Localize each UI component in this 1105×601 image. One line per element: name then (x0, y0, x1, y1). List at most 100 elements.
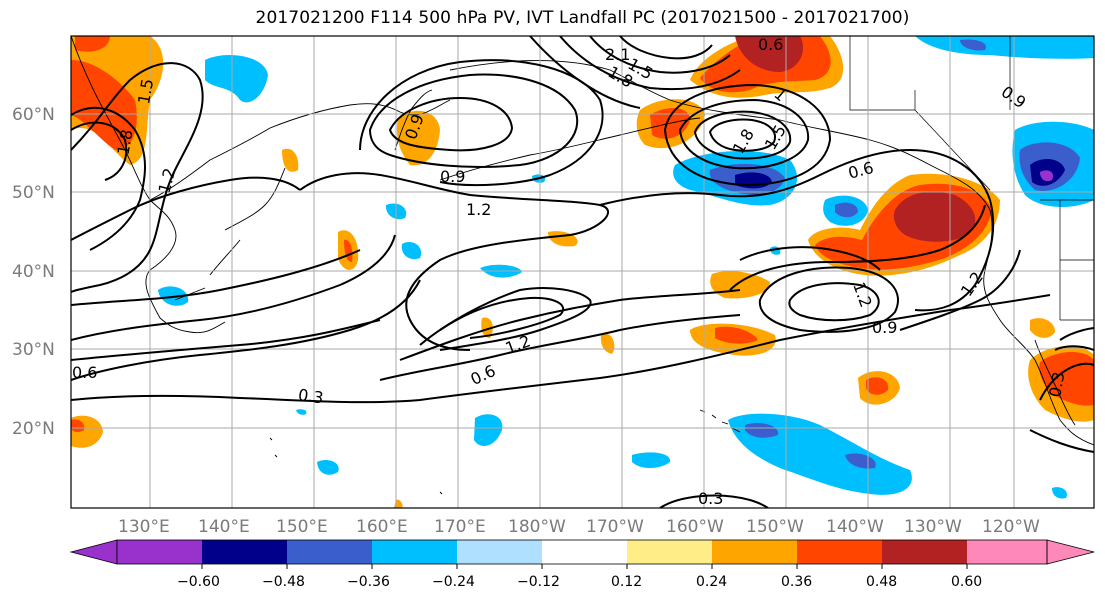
colorbar-tick-label: −0.24 (432, 574, 475, 590)
contour-label: 0.9 (440, 167, 465, 186)
contour-label: 0.3 (698, 489, 723, 508)
contour-label: 0.6 (758, 35, 783, 54)
negative-anomaly-fill (915, 36, 1094, 59)
positive-anomaly-fill (481, 317, 493, 338)
negative-anomaly-fill (296, 409, 307, 415)
lon-label: 170°W (586, 517, 644, 537)
ivt-contour (599, 148, 995, 312)
lon-label: 180°W (508, 517, 566, 537)
colorbar-segment (542, 540, 627, 564)
positive-anomaly-fill (75, 36, 110, 52)
ivt-contour (1039, 362, 1094, 401)
hawaii-coastline (699, 409, 741, 433)
graticule (71, 36, 1094, 508)
alaska-coastline (449, 60, 991, 211)
lat-label: 50°N (12, 183, 55, 203)
contour-label: 0.6 (72, 363, 97, 382)
ivt-contour (71, 106, 146, 251)
positive-anomaly-fill (866, 377, 889, 395)
lon-label: 140°E (198, 517, 250, 537)
map-title: 2017021200 F114 500 hPa PV, IVT Landfall… (255, 8, 910, 28)
lon-label: 130°W (904, 517, 962, 537)
ivt-contour (758, 266, 899, 333)
colorbar-tick-label: 0.36 (781, 574, 812, 590)
ivt-contour (299, 172, 609, 351)
colorbar-segment (117, 540, 202, 564)
lat-label: 20°N (12, 419, 55, 439)
baja-coastline (1034, 339, 1076, 426)
contour-label: 1.2 (466, 200, 491, 219)
negative-anomaly-fill (960, 39, 986, 51)
positive-anomaly-fill (396, 110, 440, 166)
positive-anomaly-fill (282, 148, 299, 172)
positive-anomaly-fill (715, 326, 758, 344)
negative-anomaly-fill (317, 460, 339, 475)
ivt-contour (589, 36, 731, 74)
lat-label: 30°N (12, 340, 55, 360)
lat-label: 60°N (12, 105, 55, 125)
ivt-contour (529, 36, 641, 109)
positive-anomaly-fill (71, 60, 137, 150)
na-west-coastline (983, 209, 1094, 446)
ivt-contour (663, 83, 832, 187)
ivt-contour (899, 249, 1021, 331)
positive-anomaly-fill (1039, 351, 1094, 406)
lon-label: 130°E (118, 517, 170, 537)
ivt-contour (388, 96, 514, 152)
lon-label: 150°W (746, 517, 804, 537)
colorbar-tick-label: −0.36 (347, 574, 390, 590)
coastlines (71, 36, 1094, 495)
colorbar-min-extend (69, 539, 118, 565)
colorbar-segment (287, 540, 372, 564)
ivt-contour (788, 282, 880, 322)
colorbar: −0.60 −0.48 −0.36 −0.24 −0.12 0.12 0.24 … (69, 539, 1095, 590)
ivt-contour (71, 319, 381, 361)
contour-label: 1.5 (134, 77, 157, 105)
ivt-contour (678, 98, 810, 170)
positive-anomaly-fill (71, 419, 85, 433)
longitude-labels: 130°E 140°E 150°E 160°E 170°E 180°W 170°… (118, 517, 1040, 537)
negative-anomaly-fill (835, 202, 858, 218)
colorbar-tick-label: 0.12 (611, 574, 642, 590)
ivt-contour (399, 289, 741, 361)
colorbar-tick-label: −0.48 (262, 574, 305, 590)
colorbar-segment (202, 540, 287, 564)
ivt-contour (71, 249, 361, 306)
plot-frame (70, 35, 1095, 509)
colorbar-segment (372, 540, 457, 564)
positive-anomaly-fill (1030, 318, 1055, 338)
ivt-contour (708, 118, 776, 152)
contour-label: 1.8 (113, 128, 136, 156)
negative-anomaly-fill (632, 452, 671, 468)
ivt-contour (619, 36, 713, 60)
contour-label: 0.3 (297, 385, 325, 407)
ivt-contours (71, 36, 1094, 508)
ivt-contour (559, 36, 741, 91)
colorbar-segment (797, 540, 882, 564)
ivt-contour (71, 176, 301, 241)
ivt-contour (71, 234, 396, 341)
ivt-contour (71, 294, 1051, 404)
colorbar-segment (627, 540, 712, 564)
ivt-contour (739, 246, 881, 271)
negative-anomaly-fill (745, 423, 779, 438)
contour-label: 0.9 (872, 318, 897, 337)
colorbar-max-extend (1046, 539, 1095, 565)
colorbar-tick-label: −0.12 (517, 574, 560, 590)
negative-anomaly-fill (401, 241, 422, 260)
colorbar-segment (882, 540, 967, 564)
ivt-contour (693, 110, 792, 160)
colorbar-tick-label: −0.60 (177, 574, 220, 590)
contour-label: 0.3 (1045, 370, 1068, 398)
lon-label: 160°W (666, 517, 724, 537)
ivt-contour (659, 494, 769, 508)
ivt-contour (439, 296, 565, 339)
colorbar-segment (967, 540, 1047, 564)
lon-label: 120°W (982, 517, 1040, 537)
negative-anomaly-fill (1052, 487, 1067, 499)
negative-anomaly-fill (205, 55, 268, 103)
ivt-contour (729, 204, 986, 291)
ivt-contour (359, 59, 604, 187)
borders (849, 36, 1094, 321)
